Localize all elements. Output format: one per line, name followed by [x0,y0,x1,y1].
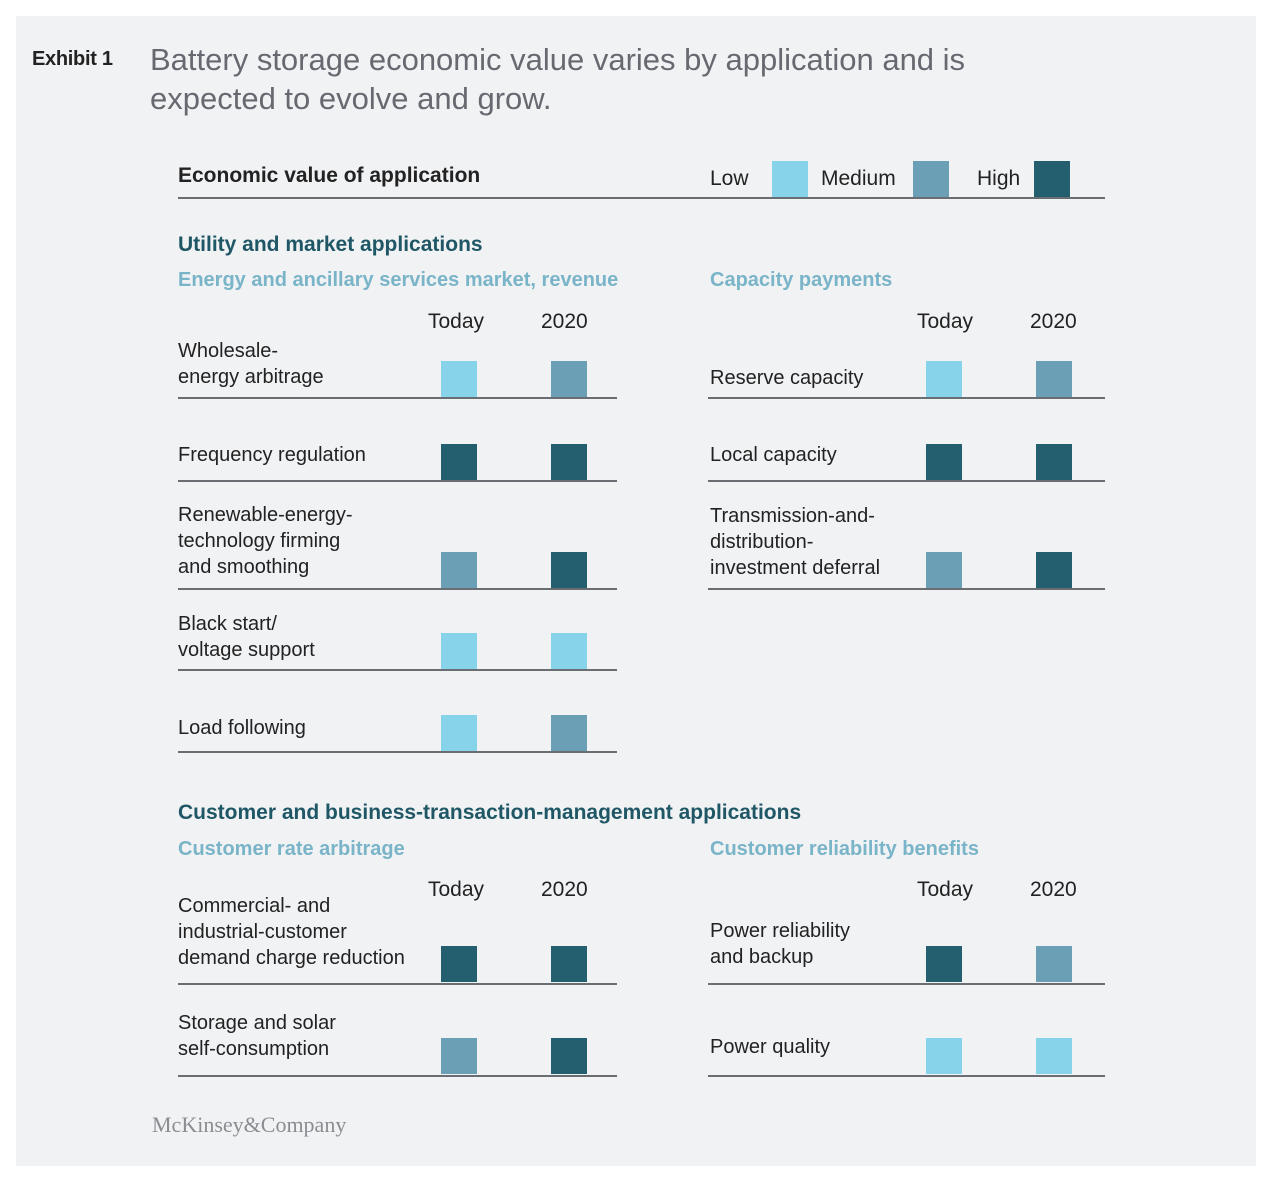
row-label-line: Transmission-and- [710,505,875,527]
value-cell-2020 [1036,361,1072,397]
col-header-2020: 2020 [541,878,588,901]
row-divider [178,1075,617,1077]
row-label-line: Power reliability [710,920,851,942]
value-cell-2020 [551,361,587,397]
row-label: Power quality [710,1034,830,1060]
row-label-line: Reserve capacity [710,367,864,389]
col-header-today: Today [428,310,485,333]
row-label: Storage and solar self-consumption [178,1010,336,1062]
group-title-customer-reliability: Customer reliability benefits [710,838,979,860]
row-label-line: and smoothing [178,556,310,578]
col-header-today: Today [917,310,974,333]
row-label-line: Renewable-energy- [178,504,353,526]
col-header-today: Today [428,878,485,901]
section-title-customer: Customer and business-transaction-manage… [178,801,802,824]
row-label-line: Local capacity [710,444,837,466]
value-cell-2020 [551,633,587,669]
row-label-line: demand charge reduction [178,947,405,969]
row-label-line: Black start/ [178,613,277,635]
value-cell-2020 [1036,1038,1072,1074]
legend-high-label: High [977,167,1021,190]
col-header-2020: 2020 [1030,878,1077,901]
value-cell-2020 [551,1038,587,1074]
value-cell-today [441,946,477,982]
value-cell-today [441,444,477,480]
row-label-line: industrial-customer [178,921,347,943]
value-cell-today [926,1038,962,1074]
value-cell-2020 [551,715,587,751]
legend-low-label: Low [710,167,749,190]
value-cell-today [441,633,477,669]
value-cell-2020 [551,552,587,588]
value-cell-today [926,946,962,982]
row-divider [178,669,617,671]
brand-logo: McKinsey&Company [152,1112,347,1137]
row-label-line: distribution- [710,531,814,553]
row-label-line: investment deferral [710,557,881,579]
value-cell-2020 [1036,946,1072,982]
row-label-line: technology firming [178,530,341,552]
value-cell-2020 [1036,444,1072,480]
row-divider [178,480,617,482]
row-label-line: Frequency regulation [178,444,366,466]
row-divider [178,751,617,753]
row-label: Frequency regulation [178,442,366,468]
row-label-line: Storage and solar [178,1012,336,1034]
row-label-line: Load following [178,717,306,739]
row-divider [178,983,617,985]
row-label-line: self-consumption [178,1038,330,1060]
row-label: Black start/voltage support [178,611,315,663]
value-cell-today [926,444,962,480]
value-cell-today [441,552,477,588]
group-title-customer-rate-arbitrage: Customer rate arbitrage [178,838,405,860]
legend-low-swatch [772,161,808,197]
row-divider [708,983,1105,985]
row-label: Transmission-and-distribution-investment… [710,503,880,581]
header-label: Economic value of application [178,164,481,187]
row-label-line: energy arbitrage [178,366,324,388]
group-title-energy-ancillary: Energy and ancillary services market, re… [178,269,619,291]
row-label-line: Wholesale- [178,340,279,362]
row-label-line: Commercial- and [178,895,331,917]
row-label: Local capacity [710,442,837,468]
col-header-2020: 2020 [541,310,588,333]
legend-medium-swatch [913,161,949,197]
row-label: Renewable-energy-technology firming and s… [178,502,353,580]
exhibit-panel [16,16,1256,1166]
row-label: Wholesale-energy arbitrage [178,338,324,390]
chart-title-line-2: expected to evolve and grow. [150,81,552,116]
row-divider [178,588,617,590]
row-divider [708,588,1105,590]
row-label: Commercial- and industrial-customer demand… [178,893,405,971]
row-label-line: Power quality [710,1036,831,1058]
legend-medium-label: Medium [821,167,896,190]
row-label: Load following [178,715,306,741]
header-rule [178,197,1105,199]
legend-high-swatch [1034,161,1070,197]
row-label-line: and backup [710,946,814,968]
row-label-line: voltage support [178,639,315,661]
value-cell-today [926,361,962,397]
value-cell-2020 [1036,552,1072,588]
chart-title: Battery storage economic value varies by… [150,40,1110,118]
value-cell-2020 [551,946,587,982]
col-header-2020: 2020 [1030,310,1077,333]
value-cell-today [441,715,477,751]
section-title-utility: Utility and market applications [178,233,483,256]
exhibit-label: Exhibit 1 [32,48,113,70]
row-divider [708,480,1105,482]
chart-title-line-1: Battery storage economic value varies by… [150,42,966,77]
group-title-capacity-payments: Capacity payments [710,269,893,291]
row-divider [708,1075,1105,1077]
row-divider [178,397,617,399]
col-header-today: Today [917,878,974,901]
value-cell-2020 [551,444,587,480]
value-cell-today [926,552,962,588]
row-label: Power reliability and backup [710,918,850,970]
value-cell-today [441,361,477,397]
row-label: Reserve capacity [710,365,863,391]
row-divider [708,397,1105,399]
value-cell-today [441,1038,477,1074]
